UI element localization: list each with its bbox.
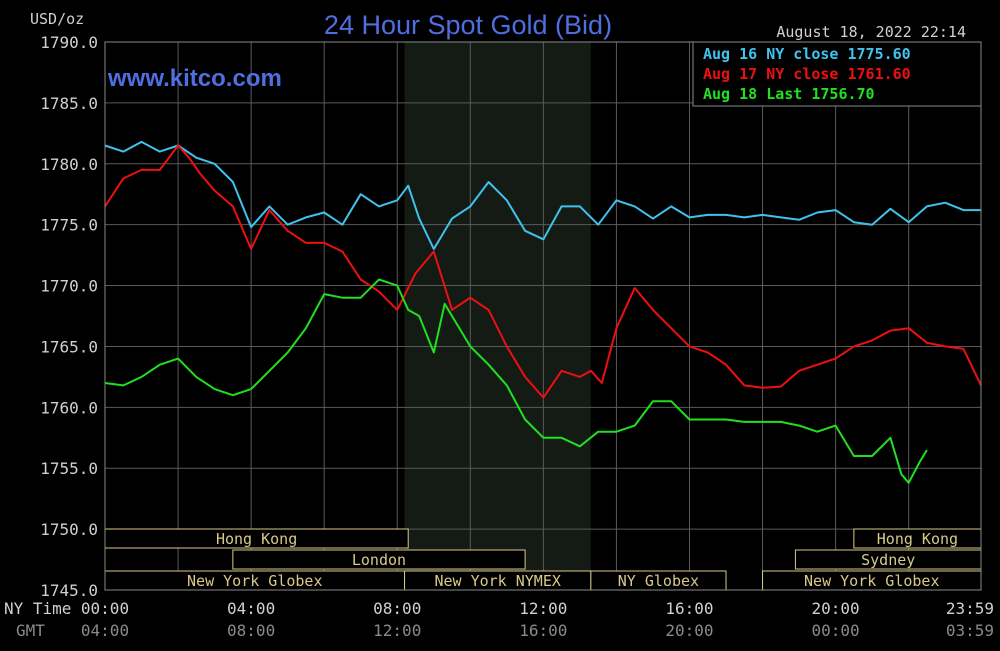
y-tick-label: 1780.0 xyxy=(40,155,98,174)
series-lines xyxy=(104,140,982,484)
session-label: Hong Kong xyxy=(216,530,297,548)
y-tick-label: 1755.0 xyxy=(40,459,98,478)
y-unit-label: USD/oz xyxy=(30,10,84,28)
x-tick-label-ny: 23:59 xyxy=(946,599,994,618)
legend-aug17: Aug 17 NY close 1761.60 xyxy=(703,65,911,83)
y-tick-label: 1760.0 xyxy=(40,398,98,417)
x-tick-labels: 00:00 04:00 08:00 12:00 16:00 20:00 23:59 04:00… xyxy=(81,599,994,640)
series-line-1 xyxy=(104,140,981,250)
session-label: Hong Kong xyxy=(877,530,958,548)
ny-time-row-label: NY Time xyxy=(4,599,71,618)
x-tick-label-ny: 12:00 xyxy=(519,599,567,618)
x-tick-label-gmt: 00:00 xyxy=(812,621,860,640)
gmt-row-label: GMT xyxy=(16,621,45,640)
x-tick-label-gmt: 03:59 xyxy=(946,621,994,640)
x-tick-label-ny: 08:00 xyxy=(373,599,421,618)
y-tick-label: 1745.0 xyxy=(40,581,98,600)
y-tick-label: 1750.0 xyxy=(40,520,98,539)
y-tick-label: 1765.0 xyxy=(40,337,98,356)
series-line-2 xyxy=(104,144,982,399)
session-label: New York Globex xyxy=(187,572,322,590)
session-label: Sydney xyxy=(861,551,915,569)
session-label: New York NYMEX xyxy=(434,572,560,590)
x-tick-label-ny: 20:00 xyxy=(812,599,860,618)
y-tick-label: 1790.0 xyxy=(40,33,98,52)
timestamp: August 18, 2022 22:14 xyxy=(776,23,966,41)
y-tick-label: 1785.0 xyxy=(40,94,98,113)
y-tick-labels: 1790.0 1785.0 1780.0 1775.0 1770.0 1765.0 1760… xyxy=(40,33,98,600)
legend-aug18: Aug 18 Last 1756.70 xyxy=(703,85,875,103)
x-tick-label-gmt: 04:00 xyxy=(81,621,129,640)
x-tick-label-gmt: 20:00 xyxy=(665,621,713,640)
session-label: London xyxy=(352,551,406,569)
legend-box xyxy=(692,41,982,107)
x-tick-label-ny: 00:00 xyxy=(81,599,129,618)
session-bar xyxy=(232,549,526,570)
series-line-3 xyxy=(104,278,928,484)
x-tick-label-gmt: 16:00 xyxy=(519,621,567,640)
x-tick-label-gmt: 08:00 xyxy=(227,621,275,640)
nymex-session-shade xyxy=(404,42,591,590)
x-tick-label-ny: 04:00 xyxy=(227,599,275,618)
y-tick-label: 1770.0 xyxy=(40,277,98,296)
legend-aug16: Aug 16 NY close 1775.60 xyxy=(703,45,911,63)
plot-frame xyxy=(104,41,982,591)
x-tick-label-gmt: 12:00 xyxy=(373,621,421,640)
x-tick-label-ny: 16:00 xyxy=(665,599,713,618)
trading-sessions: Hong Kong Hong Kong London Sydney New York G… xyxy=(104,528,982,591)
y-tick-label: 1775.0 xyxy=(40,216,98,235)
chart-title: 24 Hour Spot Gold (Bid) xyxy=(324,10,612,40)
session-label: NY Globex xyxy=(618,572,699,590)
session-label: New York Globex xyxy=(804,572,939,590)
watermark: www.kitco.com xyxy=(107,65,282,92)
